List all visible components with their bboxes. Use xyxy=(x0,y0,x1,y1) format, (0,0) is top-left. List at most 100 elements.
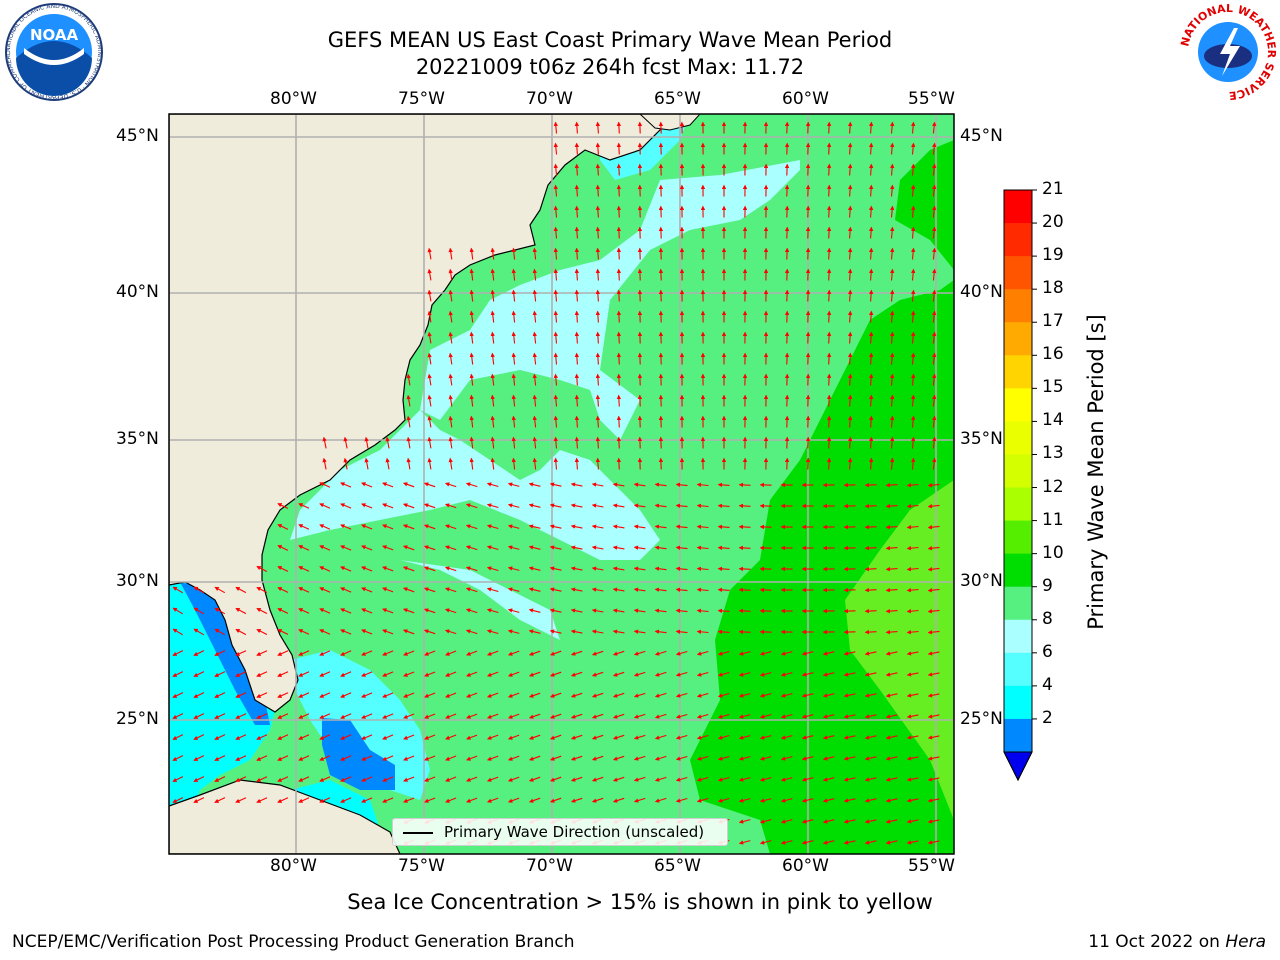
wave-direction-arrow xyxy=(361,776,373,782)
wave-direction-arrow xyxy=(633,503,646,508)
wave-direction-arrow xyxy=(469,268,474,281)
wave-direction-arrow xyxy=(235,692,247,698)
wave-direction-arrow xyxy=(319,545,331,551)
colorbar-tick-label: 6 xyxy=(1042,641,1053,662)
wave-direction-arrow xyxy=(574,268,580,281)
wave-direction-arrow xyxy=(889,142,895,155)
wave-direction-arrow xyxy=(780,840,793,845)
map-legend: Primary Wave Direction (unscaled) xyxy=(392,818,728,846)
wave-direction-arrow xyxy=(616,163,622,176)
lat-label-left: 25°N xyxy=(116,709,159,729)
wave-direction-arrow xyxy=(612,545,625,550)
wave-direction-arrow xyxy=(847,331,853,344)
wave-direction-arrow xyxy=(696,650,709,656)
wave-direction-arrow xyxy=(214,586,226,594)
wave-direction-arrow xyxy=(885,840,898,845)
wave-direction-arrow xyxy=(235,671,247,677)
wave-direction-arrow xyxy=(528,713,541,719)
wave-direction-arrow xyxy=(553,352,559,365)
wave-direction-arrow xyxy=(927,714,940,719)
lon-label-bottom: 75°W xyxy=(398,856,445,876)
wave-direction-arrow xyxy=(448,394,453,407)
wave-direction-arrows xyxy=(172,121,940,845)
wave-direction-arrow xyxy=(906,503,919,509)
wave-direction-arrow xyxy=(319,629,331,635)
wave-direction-arrow xyxy=(906,735,919,740)
wave-direction-arrow xyxy=(927,777,940,782)
wave-direction-arrow xyxy=(277,566,289,572)
wave-direction-arrow xyxy=(256,734,268,740)
wave-direction-arrow xyxy=(469,289,474,302)
wave-direction-arrow xyxy=(616,226,622,239)
footer-date: 11 Oct 2022 on Hera xyxy=(1088,932,1266,952)
wave-direction-arrow xyxy=(172,607,183,615)
colorbar-segment xyxy=(1004,388,1032,422)
wave-direction-arrow xyxy=(553,310,559,323)
wave-direction-arrow xyxy=(717,482,730,488)
wave-direction-arrow xyxy=(696,482,709,488)
wave-direction-arrow xyxy=(490,352,495,365)
wave-direction-arrow xyxy=(595,184,601,197)
wave-direction-arrow xyxy=(235,776,247,782)
wave-direction-arrow xyxy=(932,394,937,407)
lon-label-top: 70°W xyxy=(526,89,573,109)
wave-direction-arrow xyxy=(910,142,916,155)
wave-direction-arrow xyxy=(738,735,751,740)
wave-direction-arrow xyxy=(277,650,289,656)
wave-direction-arrow xyxy=(654,797,667,803)
wave-direction-arrow xyxy=(361,503,373,509)
wave-direction-arrow xyxy=(864,629,877,635)
colorbar-tick-label: 14 xyxy=(1042,410,1064,431)
wave-direction-arrow xyxy=(927,525,940,530)
wave-direction-arrow xyxy=(889,184,895,197)
wave-direction-arrow xyxy=(465,545,478,551)
wave-direction-arrow xyxy=(616,247,622,260)
wave-direction-arrow xyxy=(868,142,874,155)
period-2-4-gulf xyxy=(180,582,270,725)
wave-direction-arrow xyxy=(801,840,814,845)
wave-direction-arrow xyxy=(696,797,709,803)
wave-direction-arrow xyxy=(361,713,373,719)
wave-direction-arrow xyxy=(235,650,247,656)
footer-credit: NCEP/EMC/Verification Post Processing Pr… xyxy=(12,932,575,952)
cuba-land xyxy=(169,779,401,854)
wave-direction-arrow xyxy=(298,797,310,803)
wave-direction-arrow xyxy=(340,650,352,656)
wave-direction-arrow xyxy=(235,713,247,719)
wave-direction-arrow xyxy=(532,457,537,470)
wave-direction-arrow xyxy=(445,734,457,740)
wave-direction-arrow xyxy=(193,713,205,719)
wave-direction-arrow xyxy=(910,121,916,134)
wave-direction-arrow xyxy=(826,226,832,239)
wave-direction-arrow xyxy=(612,734,625,740)
wave-direction-arrow xyxy=(486,608,499,614)
colorbar-segment xyxy=(1004,619,1032,654)
wave-direction-arrow xyxy=(427,373,432,386)
wave-direction-arrow xyxy=(172,671,184,677)
wave-direction-arrow xyxy=(633,776,646,782)
wave-direction-arrow xyxy=(340,671,352,677)
period-8-9-lower xyxy=(400,560,560,640)
wave-direction-arrow xyxy=(868,184,874,197)
wave-direction-arrow xyxy=(570,524,583,529)
wave-direction-arrow xyxy=(927,609,940,614)
wave-direction-arrow xyxy=(696,503,709,509)
wave-direction-arrow xyxy=(277,734,289,740)
wave-direction-arrow xyxy=(570,629,583,634)
wave-direction-arrow xyxy=(847,184,853,197)
wave-direction-arrow xyxy=(906,756,919,761)
wave-direction-arrow xyxy=(864,819,877,824)
wave-direction-arrow xyxy=(193,607,205,615)
wave-direction-arrow xyxy=(277,545,289,551)
wave-direction-arrow xyxy=(717,545,730,551)
wave-direction-arrow xyxy=(448,331,453,344)
wave-direction-arrow xyxy=(570,797,583,803)
wave-direction-arrow xyxy=(570,671,583,677)
wave-direction-arrow xyxy=(932,163,937,176)
wave-direction-arrow xyxy=(738,798,751,803)
wave-direction-arrow xyxy=(885,503,898,509)
lat-label-right: 30°N xyxy=(960,571,1003,591)
wave-direction-arrow xyxy=(528,629,541,634)
wave-direction-arrow xyxy=(549,671,562,677)
wave-direction-arrow xyxy=(343,457,348,470)
